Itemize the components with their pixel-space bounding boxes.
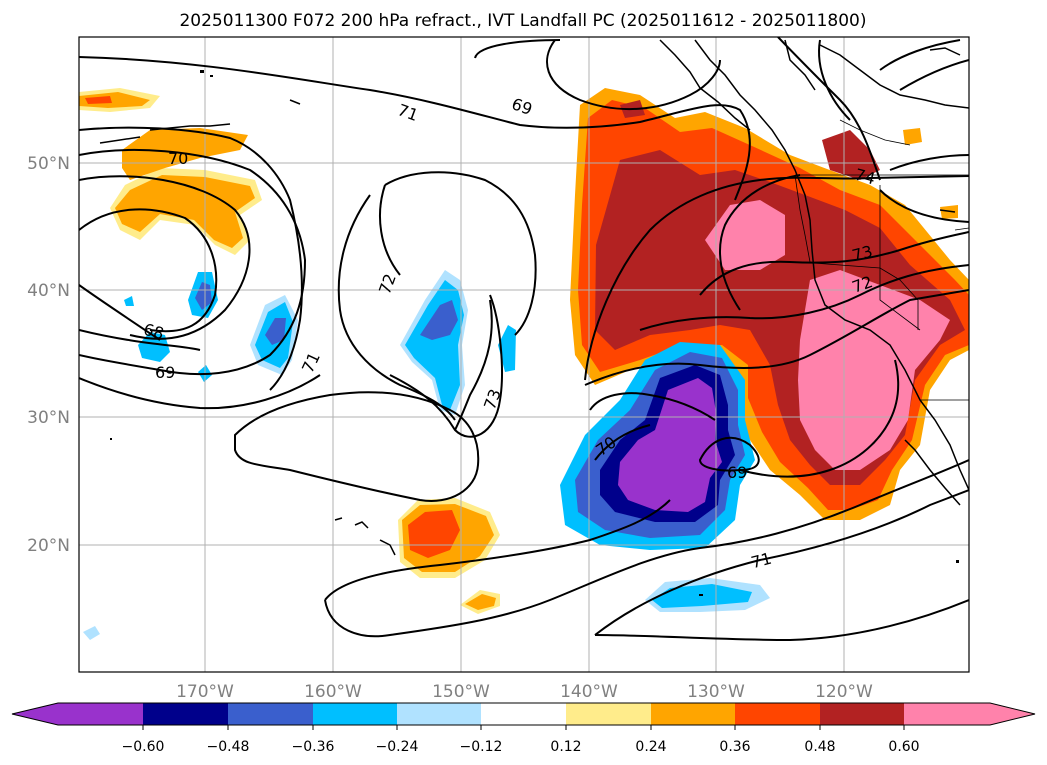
colorbar-bins bbox=[12, 703, 1035, 725]
colorbar-bin bbox=[735, 703, 820, 725]
colorbar-tick-label: 0.12 bbox=[550, 739, 581, 755]
map-frame bbox=[78, 36, 970, 673]
positive-anomaly-region bbox=[85, 96, 112, 104]
lon-label: 150°W bbox=[432, 682, 490, 702]
lon-label: 130°W bbox=[687, 682, 745, 702]
map-markers bbox=[110, 70, 959, 596]
colorbar-tick-label: 0.48 bbox=[804, 739, 835, 755]
positive-anomaly-region bbox=[79, 92, 150, 108]
lon-label: 170°W bbox=[176, 682, 234, 702]
contour-label: 70 bbox=[168, 149, 188, 168]
lat-label: 40°N bbox=[27, 281, 70, 301]
colorbar-bin bbox=[566, 703, 651, 725]
contour-label: 74 bbox=[853, 165, 878, 189]
lon-label: 120°W bbox=[815, 682, 873, 702]
anomaly-shading bbox=[79, 88, 969, 640]
colorbar-bin bbox=[481, 703, 566, 725]
colorbar: −0.60 −0.48 −0.36 −0.24 −0.12 0.12 0.24 … bbox=[11, 702, 1036, 755]
latitude-labels: 50°N 40°N 30°N 20°N bbox=[27, 154, 70, 556]
positive-anomaly-region bbox=[940, 205, 958, 219]
negative-anomaly-region bbox=[420, 300, 458, 340]
lon-label: 160°W bbox=[304, 682, 362, 702]
longitude-labels: 170°W 160°W 150°W 140°W 130°W 120°W bbox=[176, 682, 873, 702]
colorbar-tick-label: 0.60 bbox=[888, 739, 919, 755]
colorbar-bin bbox=[228, 703, 313, 725]
colorbar-tick-label: −0.48 bbox=[207, 739, 250, 755]
lon-label: 140°W bbox=[560, 682, 618, 702]
lat-label: 50°N bbox=[27, 154, 70, 174]
colorbar-bin bbox=[313, 703, 397, 725]
colorbar-bin bbox=[143, 703, 228, 725]
colorbar-ticks: −0.60 −0.48 −0.36 −0.24 −0.12 0.12 0.24 … bbox=[122, 725, 920, 755]
negative-anomaly-region bbox=[265, 318, 286, 345]
contour-label: 73 bbox=[850, 242, 875, 266]
colorbar-bin bbox=[651, 703, 735, 725]
colorbar-bin bbox=[397, 703, 481, 725]
contour-label: 68 bbox=[141, 320, 166, 344]
colorbar-tick-label: 0.24 bbox=[635, 739, 666, 755]
colorbar-tick-label: −0.12 bbox=[460, 739, 503, 755]
positive-anomaly-region bbox=[903, 128, 922, 145]
colorbar-outline bbox=[11, 702, 1036, 726]
contour-labels: 70 71 69 72 73 68 69 71 74 73 72 70 69 7… bbox=[141, 94, 877, 572]
contour-label: 69 bbox=[155, 363, 175, 382]
positive-anomaly-region bbox=[705, 200, 785, 270]
negative-anomaly-region bbox=[83, 626, 100, 640]
colorbar-bin bbox=[904, 703, 1035, 725]
coastlines bbox=[99, 39, 969, 556]
positive-anomaly-region bbox=[465, 594, 496, 610]
map-panel: 70 71 69 72 73 68 69 71 74 73 72 70 69 7… bbox=[27, 36, 970, 702]
colorbar-tick-label: −0.60 bbox=[122, 739, 165, 755]
positive-anomaly-region bbox=[822, 130, 880, 180]
lat-label: 20°N bbox=[27, 536, 70, 556]
colorbar-bin bbox=[820, 703, 904, 725]
contour-lines bbox=[79, 37, 969, 642]
borders bbox=[794, 119, 969, 401]
negative-anomaly-region bbox=[124, 296, 134, 306]
colorbar-bin bbox=[12, 703, 143, 725]
negative-anomaly-region bbox=[618, 378, 722, 512]
colorbar-tick-label: 0.36 bbox=[719, 739, 750, 755]
negative-anomaly-region bbox=[195, 282, 212, 310]
lat-label: 30°N bbox=[27, 408, 70, 428]
positive-anomaly-region bbox=[115, 175, 255, 248]
figure-title: 2025011300 F072 200 hPa refract., IVT La… bbox=[179, 11, 866, 31]
contour-label: 71 bbox=[749, 549, 774, 573]
colorbar-tick-label: −0.24 bbox=[376, 739, 419, 755]
positive-anomaly-region bbox=[798, 270, 950, 470]
positive-anomaly-region bbox=[408, 510, 460, 558]
contour-label: 69 bbox=[727, 463, 747, 482]
colorbar-tick-label: −0.36 bbox=[292, 739, 335, 755]
